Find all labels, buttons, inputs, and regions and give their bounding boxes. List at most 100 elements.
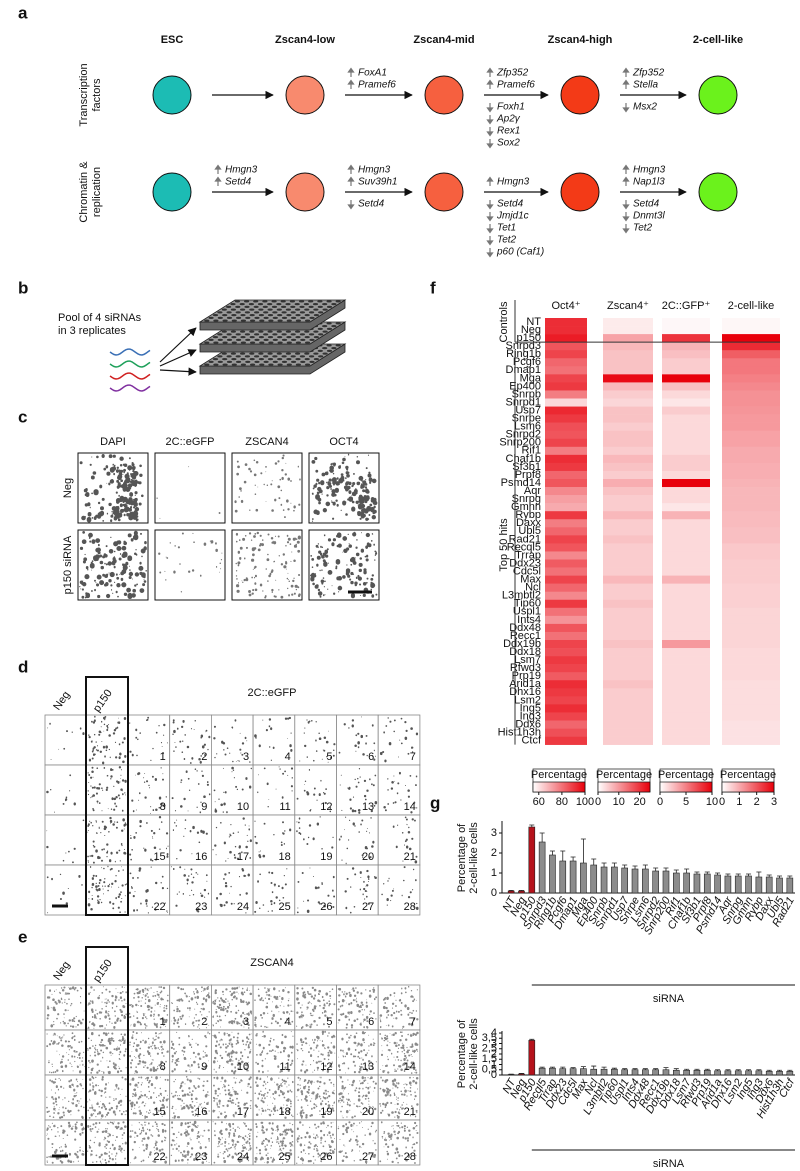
heatmap-cell xyxy=(545,390,587,399)
bar xyxy=(528,826,536,894)
up-arrow-icon xyxy=(622,79,630,89)
heatmap-cell xyxy=(545,503,587,512)
well-image xyxy=(210,864,254,916)
error-bar xyxy=(684,868,690,873)
error-bar xyxy=(529,824,535,827)
heatmap-cell xyxy=(662,334,710,343)
micrograph-texture xyxy=(88,715,127,765)
row-label: Chaf1b xyxy=(506,453,541,465)
heatmap-cell xyxy=(603,640,653,649)
heatmap-cell xyxy=(545,736,587,745)
bar xyxy=(538,1067,546,1076)
heatmap-cell xyxy=(722,664,780,673)
micrograph-texture xyxy=(87,1075,127,1119)
heatmap-cell xyxy=(603,438,653,448)
heatmap-cell xyxy=(545,631,587,641)
well-number: 3 xyxy=(243,751,249,763)
heatmap-cell xyxy=(603,422,653,431)
panel-letter: g xyxy=(430,793,440,812)
error-bar xyxy=(735,873,741,876)
heatmap-cell xyxy=(662,623,710,633)
heatmap-cell xyxy=(545,527,587,536)
well-image xyxy=(252,864,296,916)
heatmap-cell xyxy=(603,591,653,601)
heatmap-cell xyxy=(545,398,587,407)
row-label: Rif1 xyxy=(521,445,541,457)
y-tick-label: 2 xyxy=(491,847,497,859)
heatmap-cell xyxy=(722,479,780,488)
row-label: Lsm2 xyxy=(514,694,541,706)
micrograph-texture xyxy=(344,867,377,914)
error-bar xyxy=(787,1069,793,1072)
heatmap-cell xyxy=(722,454,780,464)
well-number: 4 xyxy=(285,751,291,763)
well-number: 22 xyxy=(153,901,165,913)
heatmap-cell xyxy=(722,422,780,431)
well-image xyxy=(336,714,379,766)
micrograph-texture xyxy=(170,1120,210,1164)
row-label: Sf3b1 xyxy=(512,461,541,473)
legend-gradient xyxy=(597,781,651,793)
heatmap-cell xyxy=(722,575,780,584)
bar xyxy=(590,864,598,894)
heatmap-cell xyxy=(722,543,780,552)
well-number: 27 xyxy=(362,901,374,913)
heatmap-cell xyxy=(603,680,653,689)
row-label: Snrpe xyxy=(512,413,541,425)
heatmap-cell xyxy=(662,487,710,496)
bar xyxy=(724,875,732,894)
error-bar xyxy=(694,1068,700,1071)
row-label: Dhx16 xyxy=(509,686,541,698)
heatmap-cell xyxy=(662,736,710,745)
heatmap-cell xyxy=(662,688,710,697)
heatmap-cell xyxy=(662,567,710,576)
micrograph-texture xyxy=(170,1031,211,1073)
row-label: Prpf8 xyxy=(515,469,541,481)
stage-cell xyxy=(285,75,325,115)
heatmap-cell xyxy=(603,664,653,673)
bar xyxy=(693,873,701,894)
error-bar xyxy=(704,871,710,874)
legend-tick-label: 0 xyxy=(719,796,725,808)
well-number: 23 xyxy=(195,1151,207,1163)
gene-name: Pramef6 xyxy=(497,80,535,91)
bar xyxy=(683,872,690,894)
well-number: 28 xyxy=(404,1151,416,1163)
micrograph xyxy=(231,529,303,601)
micrograph-texture xyxy=(87,1031,127,1075)
heatmap-cell xyxy=(722,615,780,625)
down-arrow-icon xyxy=(622,212,630,222)
heatmap-cell xyxy=(545,511,587,520)
stage-cell xyxy=(424,172,464,212)
up-arrow-icon xyxy=(347,176,355,186)
error-bar xyxy=(715,872,721,875)
gene-name: Setd4 xyxy=(225,177,252,188)
down-arrow-icon xyxy=(486,236,494,246)
gene-name: Pramef6 xyxy=(358,80,396,91)
well-number: 21 xyxy=(404,851,416,863)
heatmap-cell xyxy=(545,583,587,592)
heatmap-cell xyxy=(603,656,653,665)
heatmap-cell xyxy=(722,551,780,560)
heatmap-cell xyxy=(662,398,710,407)
row-label: NT xyxy=(526,316,541,328)
heatmap-cell xyxy=(603,599,653,609)
well-number: 16 xyxy=(195,851,207,863)
error-bar xyxy=(632,865,638,869)
down-arrow-icon xyxy=(622,103,630,113)
well-number: 15 xyxy=(153,1106,165,1118)
bar xyxy=(559,860,567,894)
bar xyxy=(569,860,577,894)
panel-letter: f xyxy=(430,278,436,297)
well-image xyxy=(85,864,129,916)
heatmap-cell xyxy=(722,470,780,480)
well-number: 12 xyxy=(320,801,332,813)
heatmap-cell xyxy=(545,438,587,448)
micrograph-texture xyxy=(212,1031,252,1075)
heatmap-cell xyxy=(603,414,653,423)
heatmap-cell xyxy=(662,696,710,705)
bar xyxy=(714,874,721,894)
row-label: Snrpd1 xyxy=(506,396,541,408)
error-bar xyxy=(560,850,566,861)
heatmap-cell xyxy=(545,470,587,480)
